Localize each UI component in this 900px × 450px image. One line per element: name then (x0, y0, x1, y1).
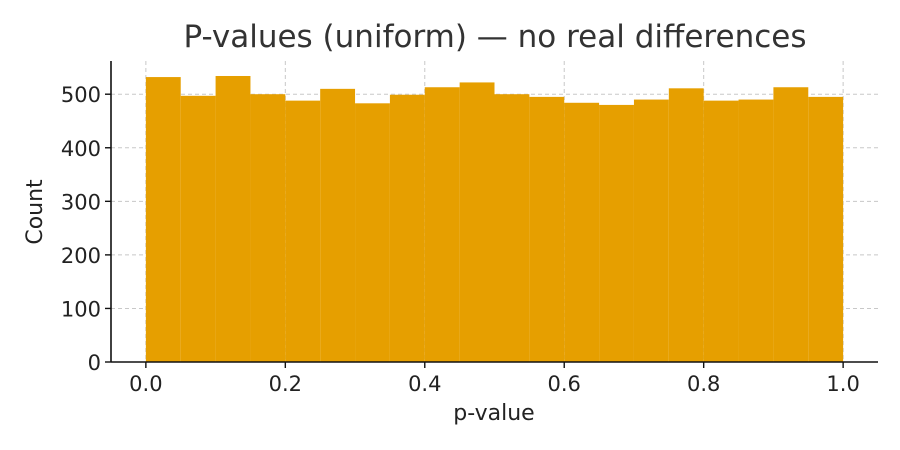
histogram-bar-5 (320, 88, 356, 363)
x-tick-label: 1.0 (826, 372, 859, 396)
axes (110, 61, 878, 363)
y-tick-label: 100 (61, 297, 101, 321)
y-tick-label: 0 (88, 351, 101, 375)
y-axis-label: Count (23, 179, 48, 245)
histogram-bar-9 (459, 82, 495, 362)
bars (145, 75, 844, 363)
x-tick-label: 0.2 (269, 372, 302, 396)
x-axis-label: p-value (453, 401, 534, 426)
histogram-bar-0 (145, 77, 181, 362)
histogram-bar-2 (215, 75, 251, 362)
y-ticks: 0 100 200 300 400 500 (61, 83, 111, 375)
histogram-bar-13 (599, 104, 634, 362)
histogram-bar-10 (494, 94, 530, 362)
histogram-bar-7 (389, 94, 425, 362)
x-tick-label: 0.0 (129, 372, 162, 396)
histogram-bar-15 (668, 88, 704, 363)
x-tick-label: 0.8 (687, 372, 720, 396)
x-tick-label: 0.4 (408, 372, 441, 396)
histogram-bar-1 (180, 95, 216, 362)
histogram-bar-17 (738, 99, 774, 362)
y-tick-label: 300 (61, 190, 101, 214)
x-ticks: 0.0 0.2 0.4 0.6 0.8 1.0 (129, 362, 860, 396)
histogram-bar-8 (424, 87, 460, 362)
y-tick-label: 400 (61, 137, 101, 161)
y-tick-label: 200 (61, 244, 101, 268)
histogram-bar-6 (355, 103, 390, 362)
histogram-bar-18 (773, 87, 809, 362)
x-tick-label: 0.6 (548, 372, 581, 396)
histogram-bar-3 (250, 94, 286, 362)
histogram-bar-19 (808, 96, 844, 362)
chart-title: P-values (uniform) — no real differences (184, 19, 807, 55)
y-tick-label: 500 (61, 83, 101, 107)
histogram-bar-4 (285, 100, 321, 362)
histogram-bar-16 (703, 100, 739, 362)
histogram-bar-12 (564, 102, 600, 362)
histogram-bar-11 (529, 96, 565, 362)
histogram-bar-14 (633, 99, 669, 362)
